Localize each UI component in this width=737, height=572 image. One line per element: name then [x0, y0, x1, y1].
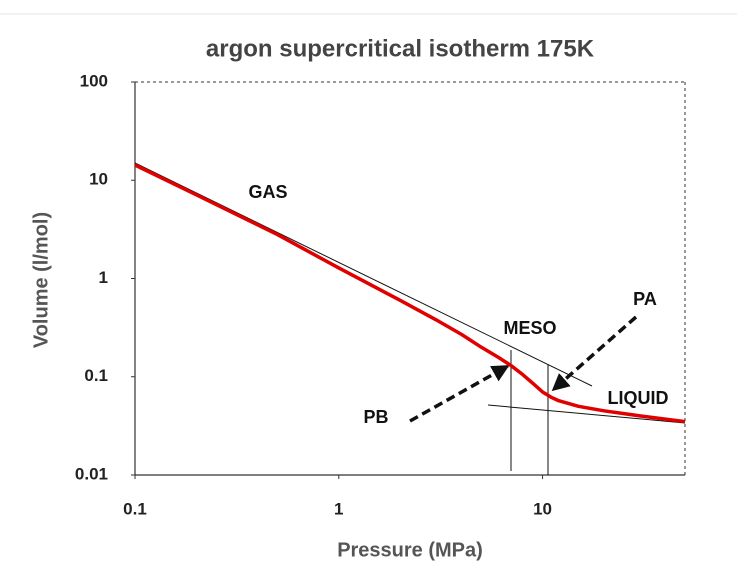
- y-tick-label: 0.1: [84, 366, 108, 385]
- y-axis-label: Volume (l/mol): [30, 212, 52, 348]
- annotation: MESO: [503, 318, 556, 338]
- y-tick-label: 0.01: [75, 464, 108, 483]
- x-axis-label: Pressure (MPa): [337, 539, 483, 561]
- pb-arrow: [409, 364, 510, 423]
- annotation: GAS: [248, 182, 287, 202]
- annotation: PA: [633, 289, 657, 309]
- y-tick-label: 10: [89, 170, 108, 189]
- annotation: LIQUID: [608, 388, 669, 408]
- x-tick-label: 10: [533, 499, 552, 518]
- x-tick-label: 0.1: [123, 499, 147, 518]
- data-line: [134, 163, 686, 424]
- liquid-tangent: [487, 404, 686, 424]
- y-tick-label: 1: [99, 268, 108, 287]
- pa-arrow: [551, 315, 638, 392]
- x-tick-label: 1: [334, 499, 343, 518]
- annotation: PB: [363, 407, 388, 427]
- chart-title: argon supercritical isotherm 175K: [206, 35, 595, 62]
- ideal-gas-line: [134, 162, 593, 387]
- y-tick-label: 100: [80, 71, 108, 90]
